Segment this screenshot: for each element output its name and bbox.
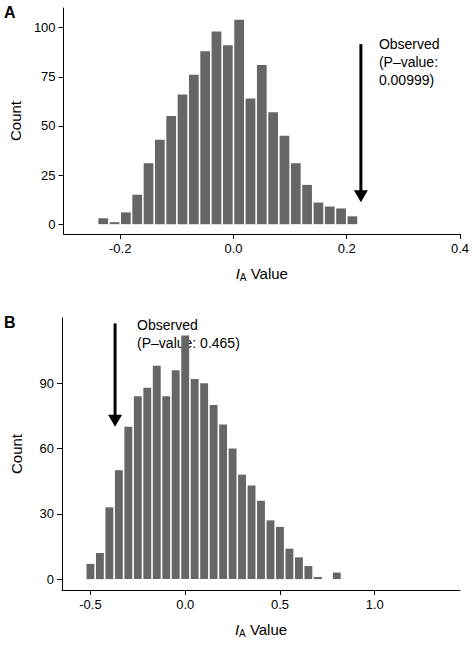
svg-text:(P–value:: (P–value: xyxy=(379,54,438,70)
svg-text:100: 100 xyxy=(34,20,56,35)
svg-text:0.5: 0.5 xyxy=(271,597,289,612)
svg-text:Count: Count xyxy=(8,433,25,474)
svg-text:90: 90 xyxy=(40,376,54,391)
svg-text:0.2: 0.2 xyxy=(338,241,356,256)
svg-text:50: 50 xyxy=(41,118,55,133)
svg-text:60: 60 xyxy=(40,441,54,456)
svg-text:0.4: 0.4 xyxy=(451,241,469,256)
svg-text:B: B xyxy=(4,314,16,331)
svg-text:75: 75 xyxy=(41,69,55,84)
svg-text:0.00999): 0.00999) xyxy=(379,72,434,88)
svg-text:0.0: 0.0 xyxy=(176,597,194,612)
svg-text:Observed: Observed xyxy=(379,36,440,52)
svg-text:A: A xyxy=(4,4,16,21)
svg-text:25: 25 xyxy=(41,168,55,183)
svg-text:-0.2: -0.2 xyxy=(109,241,131,256)
html-text:IA: IA xyxy=(235,264,247,283)
svg-text:(P–value: 0.465): (P–value: 0.465) xyxy=(137,335,240,351)
svg-text:Count: Count xyxy=(7,100,24,141)
svg-text:0.0: 0.0 xyxy=(224,241,242,256)
svg-text:-0.5: -0.5 xyxy=(79,597,101,612)
html-text:IA: IA xyxy=(234,620,246,639)
svg-text:Value: Value xyxy=(246,621,287,638)
svg-text:0: 0 xyxy=(47,572,54,587)
svg-text:Value: Value xyxy=(247,265,288,282)
svg-text:1.0: 1.0 xyxy=(366,597,384,612)
svg-text:Observed: Observed xyxy=(137,317,198,333)
svg-text:30: 30 xyxy=(40,506,54,521)
svg-text:0: 0 xyxy=(48,217,55,232)
